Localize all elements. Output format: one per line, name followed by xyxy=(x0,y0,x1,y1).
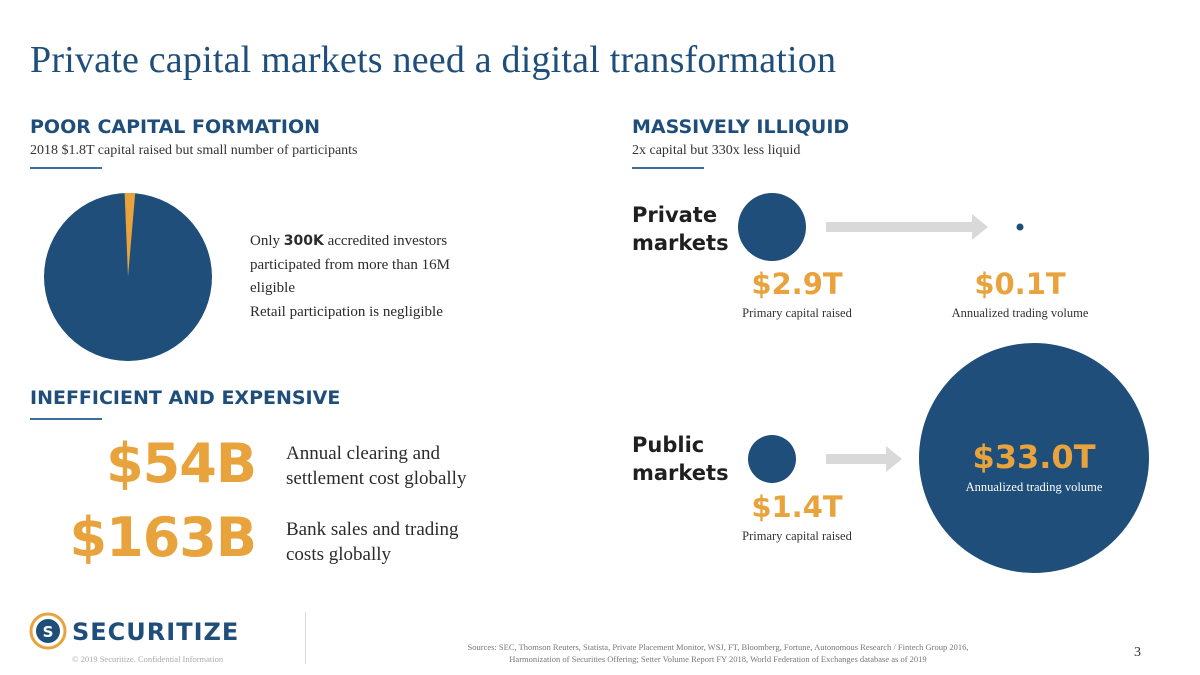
securitize-logo-text: SECURITIZE xyxy=(72,618,240,646)
public-raised-caption: Primary capital raised xyxy=(742,529,852,543)
clearing-cost-value: $54B xyxy=(106,432,257,495)
trading-cost-value: $163B xyxy=(69,506,257,569)
page-number: 3 xyxy=(1134,645,1141,660)
private-raised-value: $2.9T xyxy=(751,267,843,301)
public-volume-value: $33.0T xyxy=(972,438,1096,476)
sources-text: Sources: SEC, Thomson Reuters, Statista,… xyxy=(467,642,969,664)
illiquid-heading: MASSIVELY ILLIQUID xyxy=(632,116,850,138)
copyright-text: © 2019 Securitize. Confidential Informat… xyxy=(72,654,224,664)
private-markets-label: Private markets xyxy=(632,203,729,255)
poor-capital-heading: POOR CAPITAL FORMATION xyxy=(30,116,321,138)
illiquid-rule xyxy=(632,167,704,169)
public-markets-label: Public markets xyxy=(632,433,729,485)
public-raised-bubble xyxy=(748,435,796,483)
inefficient-heading: INEFFICIENT AND EXPENSIVE xyxy=(30,387,341,409)
illiquid-subheading: 2x capital but 330x less liquid xyxy=(632,143,801,158)
private-arrow xyxy=(826,214,988,240)
poor-capital-rule xyxy=(30,167,102,169)
public-raised-value: $1.4T xyxy=(751,490,843,524)
securitize-logo-icon: S xyxy=(29,612,67,650)
footer-divider xyxy=(305,612,306,664)
participation-line-1: Only 300K accredited investors xyxy=(250,233,448,249)
public-arrow xyxy=(826,446,902,472)
public-volume-caption: Annualized trading volume xyxy=(965,480,1103,494)
private-raised-caption: Primary capital raised xyxy=(742,306,852,320)
private-volume-value: $0.1T xyxy=(974,267,1066,301)
private-raised-bubble xyxy=(738,193,806,261)
participation-text: Only 300K accredited investors participa… xyxy=(250,230,510,324)
pie-accredited-slice xyxy=(124,193,136,277)
trading-cost-text: Bank sales and trading costs globally xyxy=(286,519,459,565)
accredited-count: 300K xyxy=(283,233,324,249)
participation-line-3: eligible xyxy=(250,280,295,296)
private-volume-bubble xyxy=(1016,223,1024,231)
participation-line-2: participated from more than 16M xyxy=(250,256,450,273)
public-volume-bubble xyxy=(919,343,1149,573)
slide-title: Private capital markets need a digital t… xyxy=(30,39,837,81)
participation-pie xyxy=(44,193,212,361)
clearing-cost-text: Annual clearing and settlement cost glob… xyxy=(286,443,467,489)
poor-capital-subheading: 2018 $1.8T capital raised but small numb… xyxy=(30,143,358,158)
private-volume-caption: Annualized trading volume xyxy=(951,306,1089,320)
svg-text:S: S xyxy=(43,623,54,641)
inefficient-rule xyxy=(30,418,102,420)
participation-line-4: Retail participation is negligible xyxy=(250,303,443,320)
